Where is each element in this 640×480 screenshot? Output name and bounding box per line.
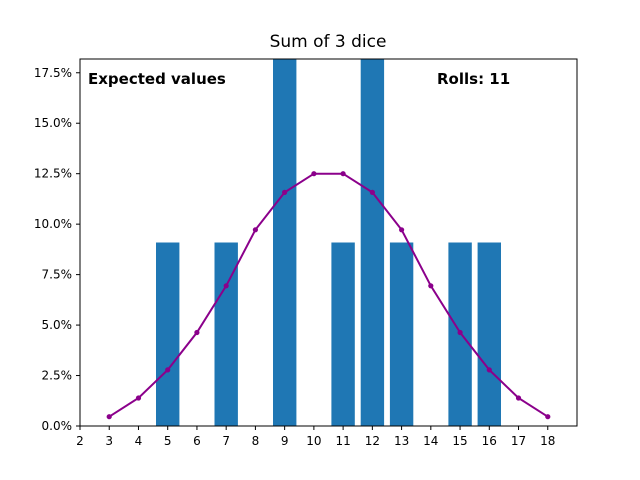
x-tick-label-3: 3 [105,434,113,448]
expected-point-11 [340,171,346,177]
expected-point-17 [515,395,522,401]
x-tick-label-7: 7 [222,434,230,448]
x-tick-label-18: 18 [540,434,555,448]
roll-bar-16 [477,242,501,426]
expected-point-10 [311,171,317,177]
expected-point-13 [399,227,405,233]
y-tick-label-15.0%: 15.0% [34,116,72,130]
x-tick-label-2: 2 [76,434,84,448]
expected-point-9 [282,189,288,195]
y-tick-label-12.5%: 12.5% [34,167,72,181]
axis-ticks-group: 2 3 4 5 6 7 8 9 10 11 12 13 14 15 16 17 18 0.0% 2.5% 5.0% 7.… [34,66,556,448]
expected-point-15 [457,329,463,336]
x-tick-label-12: 12 [365,434,380,448]
x-tick-label-11: 11 [335,434,350,448]
roll-bar-12 [360,59,385,426]
y-tick-label-17.5%: 17.5% [34,66,72,80]
expected-values-label: Expected values [88,70,226,88]
roll-bar-9 [273,59,297,426]
expected-line-group [106,171,551,420]
expected-point-16 [486,367,492,373]
x-tick-label-17: 17 [511,434,526,448]
expected-point-7 [223,283,229,289]
x-tick-label-10: 10 [306,434,321,448]
y-tick-label-10.0%: 10.0% [34,217,72,231]
expected-point-18 [545,414,551,420]
x-tick-label-6: 6 [193,434,201,448]
x-tick-label-5: 5 [164,434,172,448]
roll-bar-5 [156,242,180,426]
expected-line [108,172,549,418]
x-tick-label-14: 14 [423,434,438,448]
y-tick-label-0.0%: 0.0% [42,419,73,433]
roll-bar-11 [331,242,355,426]
expected-point-12 [369,189,375,195]
chart-title: Sum of 3 dice [270,32,387,52]
y-tick-label-7.5%: 7.5% [42,268,73,282]
axes-spines [79,58,578,427]
x-tick-label-4: 4 [135,434,143,448]
x-tick-label-15: 15 [452,434,467,448]
expected-point-3 [106,414,112,420]
y-tick-label-5.0%: 5.0% [42,318,73,332]
rolls-count-label: Rolls: 11 [437,70,510,88]
expected-point-14 [428,283,434,289]
expected-point-8 [252,227,258,233]
x-tick-label-8: 8 [252,434,260,448]
expected-point-4 [135,395,142,401]
x-tick-label-9: 9 [281,434,289,448]
y-tick-label-2.5%: 2.5% [42,369,73,383]
roll-bar-13 [389,242,414,426]
x-tick-label-13: 13 [394,434,409,448]
expected-point-6 [194,329,200,336]
plot-area [80,59,577,426]
expected-point-5 [165,367,171,373]
x-tick-label-16: 16 [482,434,497,448]
roll-bar-7 [214,242,238,426]
